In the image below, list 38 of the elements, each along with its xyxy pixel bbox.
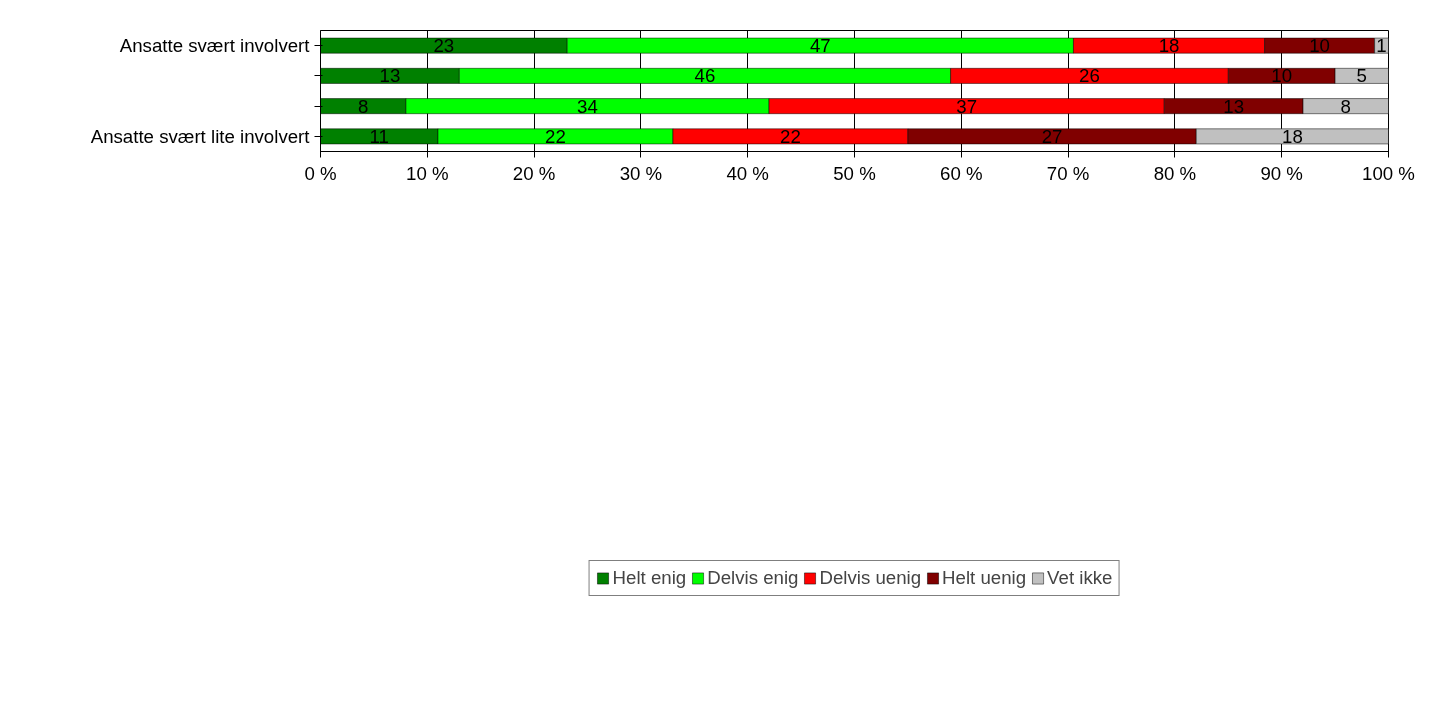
data-label: 46 [694,65,716,87]
data-label: 22 [545,125,566,147]
data-label: 27 [1041,125,1063,147]
legend-label: Helt enig [612,566,687,589]
data-label: 18 [1158,35,1180,57]
x-tick-label: 70 % [1046,162,1090,184]
x-tick-label: 20 % [512,162,556,184]
x-tick-label: 40 % [726,162,769,184]
x-tick-label: 50 % [833,162,876,184]
data-label: 13 [1223,95,1245,117]
y-tick-label: Ansatte svært lite involvert [90,125,311,147]
legend-label: Helt uenig [942,566,1027,589]
x-tick-label: 0 % [304,162,337,184]
data-label: 18 [1282,125,1303,147]
y-tick-label: Ansatte svært involvert [119,35,311,57]
data-label: 23 [433,35,455,57]
data-label: 10 [1309,35,1330,57]
data-label: 10 [1271,65,1293,87]
x-tick-label: 10 % [406,162,449,184]
data-label: 8 [1340,95,1351,117]
legend-label: Vet ikke [1047,566,1113,589]
x-tick-label: 30 % [619,162,663,184]
data-label: 22 [780,125,801,147]
legend-label: Delvis uenig [819,566,922,589]
x-tick-label: 60 % [940,162,983,184]
x-tick-label: 100 % [1362,162,1415,184]
data-label: 11 [369,125,389,147]
data-label: 5 [1356,65,1367,87]
data-label: 34 [577,95,598,117]
data-label: 8 [358,95,369,117]
data-label: 37 [956,95,978,117]
x-tick-label: 80 % [1153,162,1197,184]
data-label: 13 [379,65,401,87]
data-label: 26 [1079,65,1100,87]
legend-label: Delvis enig [707,566,799,589]
data-label: 1 [1376,35,1387,57]
x-tick-label: 90 % [1260,162,1303,184]
data-label: 47 [809,35,831,57]
